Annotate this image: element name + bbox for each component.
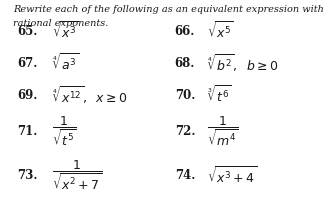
Text: $\sqrt[3]{t^6}$: $\sqrt[3]{t^6}$ [207, 84, 231, 106]
Text: $\sqrt{x^3+4}$: $\sqrt{x^3+4}$ [207, 164, 257, 186]
Text: $\sqrt[4]{x^{12}},\;\; x \geq 0$: $\sqrt[4]{x^{12}},\;\; x \geq 0$ [52, 84, 128, 106]
Text: $\sqrt{x^5}$: $\sqrt{x^5}$ [207, 20, 234, 42]
Text: $\sqrt{x^3}$: $\sqrt{x^3}$ [52, 20, 79, 42]
Text: $\sqrt[4]{b^2},\;\; b \geq 0$: $\sqrt[4]{b^2},\;\; b \geq 0$ [207, 52, 278, 74]
Text: 66.: 66. [175, 25, 195, 37]
Text: 65.: 65. [17, 25, 37, 37]
Text: $\dfrac{1}{\sqrt{x^2+7}}$: $\dfrac{1}{\sqrt{x^2+7}}$ [52, 158, 102, 192]
Text: Rewrite each of the following as an equivalent expression with: Rewrite each of the following as an equi… [13, 5, 324, 14]
Text: 71.: 71. [17, 125, 37, 137]
Text: 72.: 72. [175, 125, 195, 137]
Text: 67.: 67. [17, 57, 37, 69]
Text: $\dfrac{1}{\sqrt{t^5}}$: $\dfrac{1}{\sqrt{t^5}}$ [52, 114, 77, 148]
Text: 68.: 68. [175, 57, 195, 69]
Text: 73.: 73. [17, 169, 37, 181]
Text: $\sqrt[4]{a^3}$: $\sqrt[4]{a^3}$ [52, 52, 79, 74]
Text: 69.: 69. [17, 89, 37, 101]
Text: $\dfrac{1}{\sqrt{m^4}}$: $\dfrac{1}{\sqrt{m^4}}$ [207, 114, 238, 148]
Text: 74.: 74. [175, 169, 195, 181]
Text: 70.: 70. [175, 89, 195, 101]
Text: rational exponents.: rational exponents. [13, 19, 109, 28]
